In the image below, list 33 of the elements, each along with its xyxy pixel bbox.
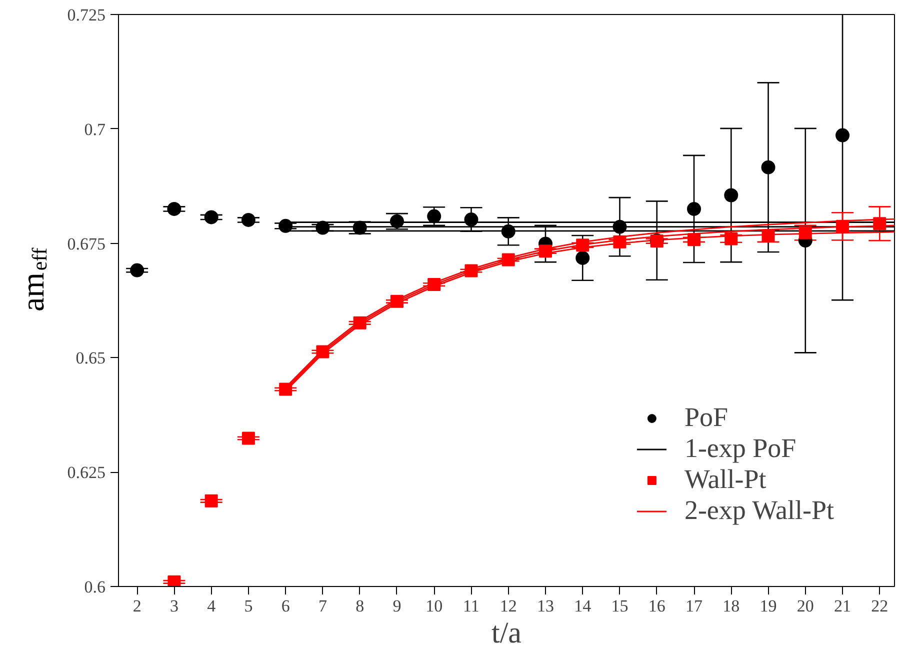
y-axis-title: ameff (14, 248, 52, 312)
x-tick-label: 15 (611, 596, 628, 616)
x-tick-label: 13 (536, 596, 554, 616)
legend-label: 2-exp Wall-Pt (684, 495, 834, 526)
legend-label: 1-exp PoF (684, 433, 796, 464)
y-tick-label: 0.65 (76, 348, 106, 368)
x-tick-label: 19 (760, 596, 777, 616)
legend-label: PoF (684, 402, 728, 433)
x-tick-label: 21 (834, 596, 852, 616)
x-axis-title: t/a (492, 616, 522, 650)
x-tick-label: 16 (648, 596, 666, 616)
x-tick-label: 20 (796, 596, 814, 616)
x-tick-label: 5 (244, 596, 253, 616)
x-tick-label: 14 (574, 596, 592, 616)
y-tick-label: 0.6 (84, 578, 106, 596)
x-tick-label: 10 (426, 596, 443, 616)
y-tick-label: 0.725 (67, 6, 106, 24)
x-tick-label: 22 (871, 596, 888, 616)
legend-label: Wall-Pt (684, 464, 766, 495)
x-tick-label: 11 (463, 596, 480, 616)
x-tick-label: 4 (207, 596, 216, 616)
x-tick-label: 2 (132, 596, 142, 616)
x-tick-label: 7 (318, 596, 328, 616)
y-tick-label: 0.625 (67, 463, 106, 482)
x-tick-label: 3 (170, 596, 178, 616)
y-tick-label: 0.7 (84, 120, 106, 139)
x-tick-label: 6 (281, 596, 290, 616)
x-tick-label: 12 (500, 596, 517, 616)
x-tick-label: 18 (722, 596, 740, 616)
x-tick-label: 17 (686, 596, 703, 616)
x-tick-label: 8 (356, 596, 364, 616)
y-tick-label: 0.675 (67, 234, 106, 254)
x-tick-label: 9 (392, 596, 402, 616)
